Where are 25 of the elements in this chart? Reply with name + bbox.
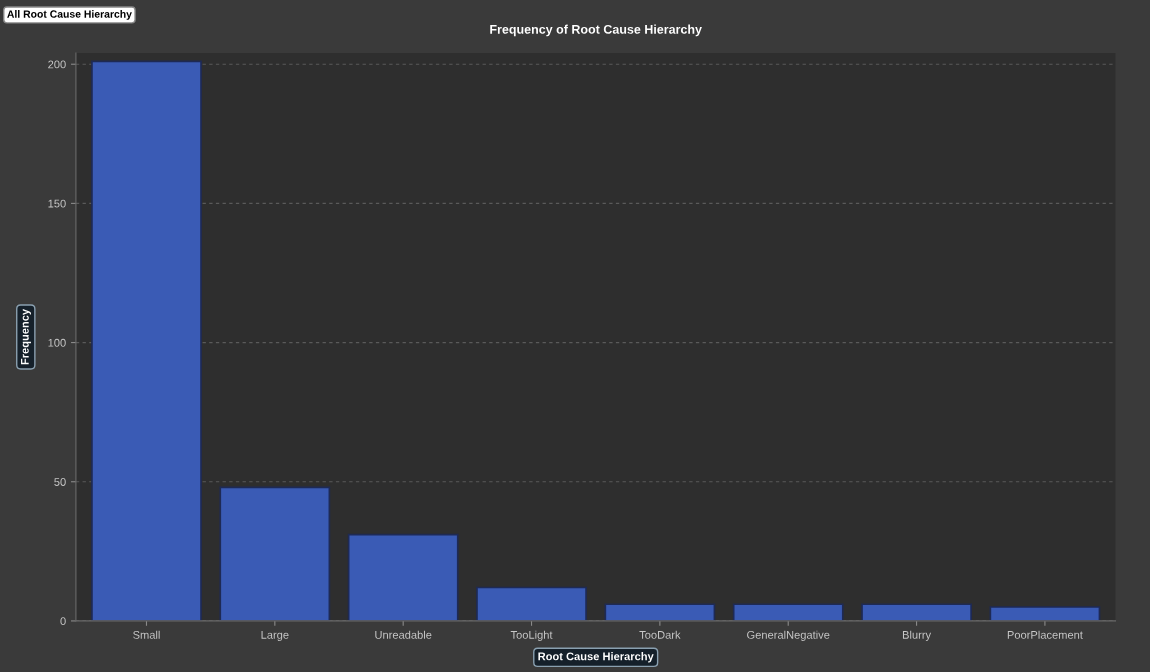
chart-title: Frequency of Root Cause Hierarchy [490,24,702,37]
x-tick-label: Blurry [902,630,932,642]
x-tick-label: PoorPlacement [1007,630,1083,639]
y-tick-label: 100 [48,338,66,347]
x-tick-label: Small [133,630,160,639]
x-axis-title: Root Cause Hierarchy [538,652,654,663]
text: All Root Cause Hierarchy [7,10,132,20]
bar [219,486,331,621]
bar [861,603,972,621]
bar [732,603,844,621]
x-tick-label: TooLight [510,630,553,642]
x-tick-label: Unreadable [375,630,432,639]
bar [476,586,587,621]
bar [347,533,459,621]
y-tick-label: 0 [60,617,66,626]
y-axis-title: Frequency [21,308,31,365]
y-tick-label: 50 [54,478,66,486]
bar [91,60,202,621]
y-tick-label: 200 [48,60,66,69]
x-tick-label: GeneralNegative [747,630,830,642]
bar [989,606,1101,621]
x-tick-label: TooDark [639,630,681,639]
bar [604,603,716,621]
x-tick-label: Large [261,631,289,642]
y-tick-label: 150 [48,199,66,208]
